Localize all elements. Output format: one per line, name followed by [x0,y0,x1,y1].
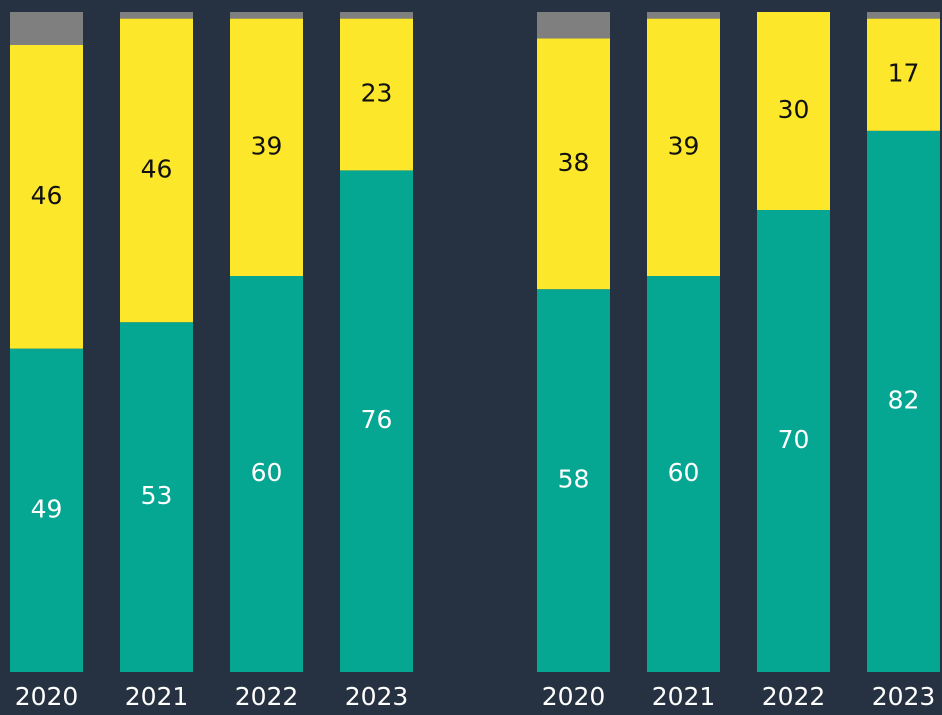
x-tick-label: 2020 [15,682,79,711]
bar-segment [10,45,83,349]
value-label: 46 [31,181,63,210]
bar-segment [757,210,830,672]
value-label: 17 [888,59,920,88]
bar-segment [230,276,303,672]
bar-segment [867,130,940,673]
x-tick-label: 2021 [652,682,716,711]
x-tick-label: 2020 [542,682,606,711]
bar-segment [867,12,940,19]
x-tick-label: 2023 [872,682,936,711]
value-label: 70 [778,425,810,454]
x-tick-label: 2021 [125,682,189,711]
bar-segment [120,18,193,323]
bar-segment [647,276,720,672]
bar-segment [647,18,720,276]
bar-segment [340,18,413,171]
bar-segment [340,170,413,672]
x-tick-label: 2022 [762,682,826,711]
bar-segment [757,12,830,210]
value-label: 49 [31,494,63,523]
value-label: 53 [141,481,173,510]
bar-segment [10,348,83,672]
bar-segment [10,12,83,45]
x-tick-label: 2022 [235,682,299,711]
bar-segment [647,12,720,19]
bar-segment [120,322,193,672]
bar-segment [537,289,610,672]
bar-segment [537,38,610,290]
value-label: 76 [361,405,393,434]
bar-segment [230,12,303,19]
bar-segment [120,12,193,19]
value-label: 39 [251,131,283,160]
bar-segment [230,18,303,276]
value-label: 82 [888,385,920,414]
value-label: 60 [251,458,283,487]
bar-segment [537,12,610,39]
value-label: 60 [668,458,700,487]
bar-segment [340,12,413,19]
bar-segment [867,18,940,131]
value-label: 39 [668,131,700,160]
value-label: 58 [558,465,590,494]
x-tick-label: 2023 [345,682,409,711]
value-label: 30 [778,95,810,124]
value-label: 23 [361,79,393,108]
value-label: 46 [141,154,173,183]
value-label: 38 [558,148,590,177]
